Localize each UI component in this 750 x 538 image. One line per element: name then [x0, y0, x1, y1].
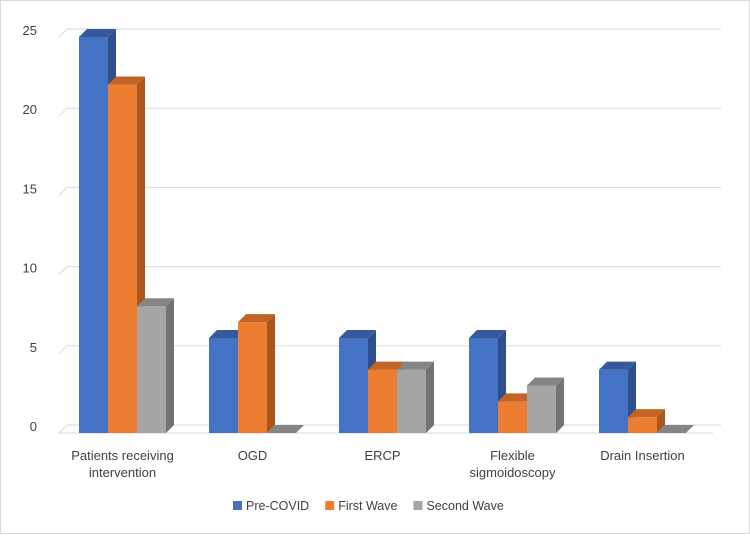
x-tick-label-patients-receiving-intervention: Patients receiving intervention [71, 448, 174, 480]
bar-first-wave-patients-receiving-intervention [108, 76, 145, 434]
bar-front [108, 84, 137, 434]
legend-label: First Wave [338, 499, 397, 513]
bar-front [628, 417, 657, 433]
gridline-depth-20 [58, 107, 68, 117]
bar-side [267, 314, 275, 433]
legend-label: Second Wave [426, 499, 503, 513]
bar-first-wave-ogd [238, 314, 275, 433]
gridline-depth-25 [58, 28, 68, 38]
legend: Pre-COVID First Wave Second Wave [233, 499, 504, 513]
bar-top [498, 393, 535, 402]
bar-top [368, 361, 405, 370]
bar-side [426, 361, 434, 433]
y-tick-label-10: 10 [23, 261, 37, 276]
x-tick-label-ogd: OGD [238, 448, 268, 463]
gridline-depth-10 [58, 266, 68, 275]
x-tick-label-flexible-sigmoidoscopy: Flexible sigmoidoscopy [470, 448, 556, 480]
bar-front [498, 401, 527, 433]
bar-top [469, 329, 506, 338]
bar-side [556, 377, 564, 433]
bars [79, 29, 694, 434]
bar-top [657, 425, 694, 433]
y-tick-label-5: 5 [30, 340, 37, 355]
bar-front [469, 337, 498, 433]
bar-top [628, 409, 665, 418]
bar-front [209, 337, 238, 433]
bar-second-wave-drain-insertion [657, 425, 694, 433]
x-axis-labels: Patients receiving intervention OGD ERCP Fle… [71, 448, 685, 480]
bar-front [137, 306, 166, 433]
bar-top [267, 425, 304, 433]
bar-second-wave-ogd [267, 425, 304, 433]
bar-front [599, 369, 628, 433]
bar-top [209, 329, 246, 338]
bar-top [238, 314, 275, 323]
legend-label: Pre-COVID [246, 499, 309, 513]
bar-second-wave-patients-receiving-intervention [137, 298, 174, 433]
bar-front [339, 337, 368, 433]
bar-top [108, 76, 145, 85]
legend-item-pre-covid: Pre-COVID [233, 499, 309, 513]
y-tick-label-15: 15 [23, 181, 37, 196]
bar-top [339, 329, 376, 338]
bar-front [397, 369, 426, 433]
gridline-depth-0 [58, 424, 68, 434]
x-tick-label-ercp: ERCP [364, 448, 400, 463]
gridline-depth-15 [58, 187, 68, 196]
bar-front [79, 37, 108, 433]
x-tick-label-drain-insertion: Drain Insertion [600, 448, 685, 463]
bar-top [397, 361, 434, 370]
bar-top [79, 29, 116, 37]
bar-side [166, 298, 174, 433]
y-tick-label-25: 25 [23, 23, 37, 38]
bar-second-wave-flexible-sigmoidoscopy [527, 377, 564, 433]
y-tick-label-20: 20 [23, 102, 37, 117]
gridline-depth-5 [58, 345, 68, 355]
bar-second-wave-ercp [397, 361, 434, 433]
legend-swatch [325, 501, 335, 510]
legend-swatch [413, 501, 423, 510]
bar-top [137, 298, 174, 307]
y-tick-label-0: 0 [30, 419, 37, 434]
bar-front [238, 322, 267, 433]
bar-front [368, 369, 397, 433]
y-axis-ticks: 0 5 10 15 20 25 [23, 23, 37, 434]
bar-top [599, 361, 636, 370]
bar-first-wave-drain-insertion [628, 409, 665, 433]
legend-swatch [233, 501, 242, 510]
bar-front [527, 385, 556, 433]
legend-item-first-wave: First Wave [325, 499, 398, 513]
bar-side [657, 409, 665, 433]
legend-item-second-wave: Second Wave [413, 499, 504, 513]
bar-top [527, 377, 564, 386]
